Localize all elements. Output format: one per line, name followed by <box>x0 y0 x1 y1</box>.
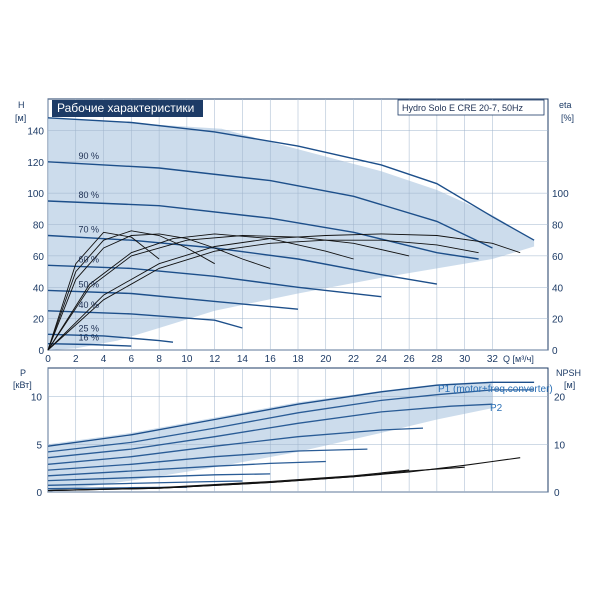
eta-tick-label: 80 <box>552 221 564 232</box>
efficiency-curve-line <box>47 233 354 351</box>
power-curve-line <box>47 381 535 447</box>
flow-tick-label: 18 <box>292 354 304 365</box>
head-axis-unit: [м] <box>15 113 26 123</box>
power-curve-line <box>47 427 424 465</box>
flow-tick-label: 16 <box>265 354 277 365</box>
flow-tick-label: 22 <box>348 354 360 365</box>
title-box <box>52 100 203 117</box>
eta-tick-label: 100 <box>552 189 569 200</box>
flow-tick-label: 24 <box>376 354 388 365</box>
flow-tick-label: 12 <box>209 354 221 365</box>
flow-tick-label: 28 <box>431 354 443 365</box>
npsh-tick-label: 20 <box>554 393 566 404</box>
head-tick-label: 140 <box>27 126 44 137</box>
flow-tick-label: 30 <box>459 354 471 365</box>
eta-tick-label: 60 <box>552 252 564 263</box>
power-curve-line <box>47 389 535 453</box>
power-curve-line <box>47 403 493 459</box>
speed-percent-label: 16 % <box>79 333 100 343</box>
power-grid <box>47 368 548 493</box>
head-tick-label: 0 <box>38 346 44 357</box>
speed-percent-label: 25 % <box>79 323 100 333</box>
eta-tick-label: 40 <box>552 283 564 294</box>
operating-range-region <box>48 117 535 350</box>
flow-tick-label: 8 <box>156 354 162 365</box>
model-label: Hydro Solo E CRE 20-7, 50Hz <box>402 103 524 113</box>
eta-axis-unit: [%] <box>561 113 574 123</box>
power-curves <box>47 381 535 490</box>
npsh-curves <box>47 457 521 492</box>
chart-title: Рабочие характеристики <box>57 101 194 115</box>
p2-series-label: P2 <box>490 403 503 414</box>
head-axis-label: H <box>18 100 25 110</box>
efficiency-curve-line <box>47 239 479 351</box>
eta-tick-labels: 0 20 40 60 80 100 <box>552 189 569 357</box>
speed-percent-label: 90 % <box>79 151 100 161</box>
efficiency-curves <box>47 230 521 351</box>
eta-axis-label: eta <box>559 100 572 110</box>
npsh-curve-line <box>47 469 410 492</box>
npsh-axis-label: NPSH <box>556 368 581 378</box>
efficiency-curve-line <box>47 230 215 351</box>
head-curve-line <box>47 234 438 285</box>
flow-tick-labels: 0 2 4 6 8 10 12 14 16 18 20 22 24 26 28 30 32 <box>45 354 498 365</box>
power-tick-labels: 0 5 10 <box>31 393 43 499</box>
flow-tick-label: 10 <box>181 354 193 365</box>
power-curve-line <box>47 448 368 471</box>
npsh-axis-unit: [м] <box>564 380 575 390</box>
head-tick-label: 60 <box>33 252 45 263</box>
head-tick-label: 100 <box>27 189 44 200</box>
p1-series-label: P1 (motor+freq.converter) <box>438 384 553 395</box>
speed-percent-label: 40 % <box>79 300 100 310</box>
speed-percent-label: 60 % <box>79 254 100 264</box>
flow-tick-label: 4 <box>101 354 107 365</box>
head-curve-line <box>47 289 299 310</box>
eta-tick-label: 0 <box>552 346 558 357</box>
speed-percent-label: 80 % <box>79 190 100 200</box>
model-box <box>397 99 545 116</box>
power-curve-line <box>47 480 243 486</box>
flow-tick-label: 6 <box>129 354 135 365</box>
flow-tick-label: 26 <box>404 354 416 365</box>
head-tick-label: 20 <box>33 315 45 326</box>
power-tick-label: 10 <box>31 393 43 404</box>
efficiency-curve-line <box>47 231 160 351</box>
npsh-tick-labels: 0 10 20 <box>554 393 566 499</box>
speed-percent-label: 70 % <box>79 224 100 234</box>
head-curve-line <box>47 200 479 260</box>
npsh-tick-label: 0 <box>554 488 560 499</box>
head-curve-line <box>47 161 493 249</box>
power-curve-line <box>47 460 326 477</box>
head-curve-line <box>47 117 535 241</box>
flow-tick-label: 20 <box>320 354 332 365</box>
head-tick-label: 120 <box>27 158 44 169</box>
head-tick-labels: 0 20 40 60 80 100 120 140 <box>27 126 44 357</box>
efficiency-curve-line <box>47 233 271 351</box>
flow-tick-label: 14 <box>237 354 249 365</box>
power-curve-line <box>47 473 271 482</box>
power-tick-label: 0 <box>36 488 42 499</box>
eta-tick-label: 20 <box>552 315 564 326</box>
head-curve-line <box>47 264 382 298</box>
head-curve-line <box>47 343 132 347</box>
flow-tick-label: 32 <box>487 354 499 365</box>
power-tick-label: 5 <box>36 440 42 451</box>
power-axis-unit: [кВт] <box>13 380 32 390</box>
head-efficiency-plot: 0 2 4 6 8 10 12 14 16 18 20 22 24 26 28 30 32 0204060801… <box>15 98 574 365</box>
head-tick-label: 80 <box>33 221 45 232</box>
power-axis-label: P <box>20 368 26 378</box>
npsh-tick-label: 10 <box>554 440 566 451</box>
flow-tick-label: 0 <box>45 354 51 365</box>
flow-axis-label: Q [м³/ч] <box>503 354 534 364</box>
speed-percent-label: 50 % <box>79 279 100 289</box>
head-tick-label: 40 <box>33 283 45 294</box>
power-npsh-plot: 0 5 10 0 10 20 P [кВт] NPSH [м] P1 (motor+fr… <box>13 367 581 499</box>
head-curve-line <box>47 333 174 343</box>
flow-tick-label: 2 <box>73 354 79 365</box>
efficiency-curve-line <box>47 235 410 351</box>
